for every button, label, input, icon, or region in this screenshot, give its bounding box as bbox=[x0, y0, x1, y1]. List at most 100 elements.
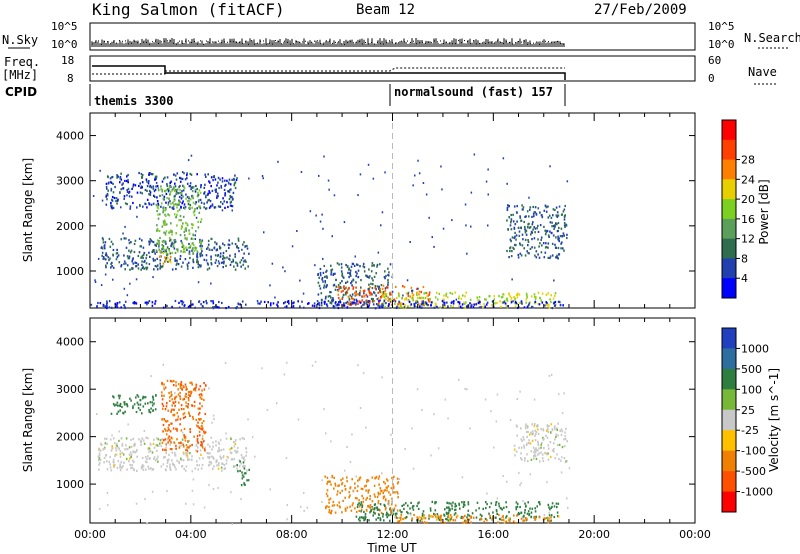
data-cell bbox=[394, 512, 397, 515]
data-cell bbox=[211, 455, 213, 458]
data-cell bbox=[430, 515, 432, 518]
data-cell bbox=[422, 300, 424, 303]
data-cell bbox=[230, 491, 232, 494]
data-cell bbox=[115, 449, 118, 452]
nsearch-sample bbox=[509, 42, 510, 44]
data-cell bbox=[537, 207, 540, 210]
data-cell bbox=[197, 446, 199, 449]
data-cell bbox=[395, 512, 398, 515]
data-cell bbox=[236, 264, 239, 267]
data-cell bbox=[186, 446, 189, 449]
data-cell bbox=[385, 302, 387, 305]
data-cell bbox=[153, 456, 156, 459]
nsearch-sample bbox=[311, 41, 312, 43]
data-cell bbox=[178, 203, 180, 206]
data-cell bbox=[230, 261, 233, 264]
data-cell bbox=[152, 276, 154, 279]
data-cell bbox=[374, 512, 376, 515]
data-cell bbox=[326, 505, 328, 508]
data-cell bbox=[377, 516, 379, 520]
data-cell bbox=[437, 517, 440, 520]
data-cell bbox=[207, 199, 209, 202]
data-cell bbox=[362, 516, 364, 519]
data-cell bbox=[152, 442, 155, 445]
data-cell bbox=[512, 520, 515, 523]
data-cell bbox=[149, 449, 152, 453]
data-cell bbox=[162, 262, 165, 265]
data-cell bbox=[212, 302, 215, 305]
data-cell bbox=[180, 384, 183, 387]
data-cell bbox=[506, 480, 508, 483]
data-cell bbox=[344, 291, 347, 294]
data-cell bbox=[420, 517, 423, 520]
data-cell bbox=[225, 432, 227, 435]
data-cell bbox=[162, 439, 165, 442]
data-cell bbox=[90, 303, 93, 306]
nsearch-sample bbox=[473, 40, 474, 42]
data-cell bbox=[340, 270, 343, 273]
nsearch-sample bbox=[392, 42, 393, 44]
data-cell bbox=[561, 430, 563, 433]
data-cell bbox=[116, 404, 119, 407]
data-cell bbox=[207, 443, 209, 446]
data-cell bbox=[384, 287, 387, 290]
data-cell bbox=[337, 490, 339, 493]
data-cell bbox=[384, 289, 387, 292]
colorbar-swatch bbox=[722, 450, 736, 472]
data-cell bbox=[557, 515, 559, 518]
data-cell bbox=[404, 304, 406, 307]
data-cell bbox=[216, 248, 218, 251]
data-cell bbox=[383, 293, 386, 296]
data-cell bbox=[159, 259, 162, 262]
data-cell bbox=[549, 230, 551, 233]
data-cell bbox=[503, 301, 506, 304]
data-cell bbox=[528, 215, 530, 218]
data-cell bbox=[449, 291, 452, 294]
data-cell bbox=[423, 521, 426, 524]
data-cell bbox=[188, 411, 190, 414]
data-cell bbox=[151, 451, 154, 454]
data-cell bbox=[165, 188, 168, 191]
data-cell bbox=[470, 225, 472, 228]
data-cell bbox=[545, 434, 547, 437]
data-cell bbox=[339, 301, 342, 304]
data-cell bbox=[106, 492, 109, 494]
data-cell bbox=[206, 451, 208, 455]
data-cell bbox=[371, 300, 374, 303]
data-cell bbox=[390, 487, 393, 490]
nsearch-sample bbox=[101, 43, 102, 45]
data-cell bbox=[423, 292, 425, 295]
data-cell bbox=[115, 403, 117, 406]
data-cell bbox=[245, 451, 248, 454]
data-cell bbox=[519, 242, 521, 245]
data-cell bbox=[130, 467, 132, 470]
data-cell bbox=[179, 386, 182, 389]
data-cell bbox=[376, 263, 379, 266]
data-cell bbox=[330, 291, 332, 294]
data-cell bbox=[410, 303, 413, 306]
nsearch-sample bbox=[116, 42, 117, 44]
data-cell bbox=[171, 437, 174, 440]
data-cell bbox=[194, 246, 196, 249]
data-cell bbox=[148, 300, 151, 303]
data-cell bbox=[240, 454, 243, 457]
data-cell bbox=[198, 189, 201, 192]
data-cell bbox=[200, 425, 203, 428]
data-cell bbox=[372, 303, 375, 306]
data-cell bbox=[242, 475, 245, 478]
data-cell bbox=[126, 468, 128, 471]
data-cell bbox=[461, 517, 464, 520]
nsearch-sample bbox=[248, 43, 249, 45]
data-cell bbox=[157, 207, 160, 210]
data-cell bbox=[182, 250, 185, 254]
data-cell bbox=[399, 301, 401, 304]
data-cell bbox=[434, 296, 437, 299]
data-cell bbox=[530, 450, 533, 453]
data-cell bbox=[496, 512, 498, 515]
data-cell bbox=[381, 211, 384, 214]
data-cell bbox=[140, 172, 143, 175]
data-cell bbox=[338, 501, 340, 504]
data-cell bbox=[116, 401, 119, 404]
data-cell bbox=[168, 453, 170, 456]
data-cell bbox=[558, 226, 560, 229]
